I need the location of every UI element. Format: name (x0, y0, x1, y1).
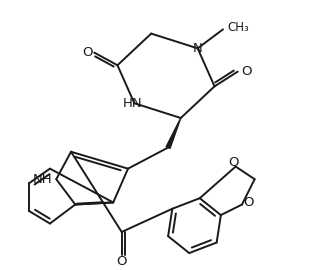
Text: N: N (193, 42, 203, 55)
Polygon shape (166, 118, 181, 148)
Text: NH: NH (33, 173, 52, 186)
Text: O: O (83, 46, 93, 59)
Text: O: O (117, 255, 127, 268)
Text: O: O (243, 196, 254, 209)
Text: O: O (241, 65, 251, 78)
Text: HN: HN (123, 97, 142, 110)
Text: O: O (228, 156, 239, 169)
Text: CH₃: CH₃ (227, 21, 249, 34)
